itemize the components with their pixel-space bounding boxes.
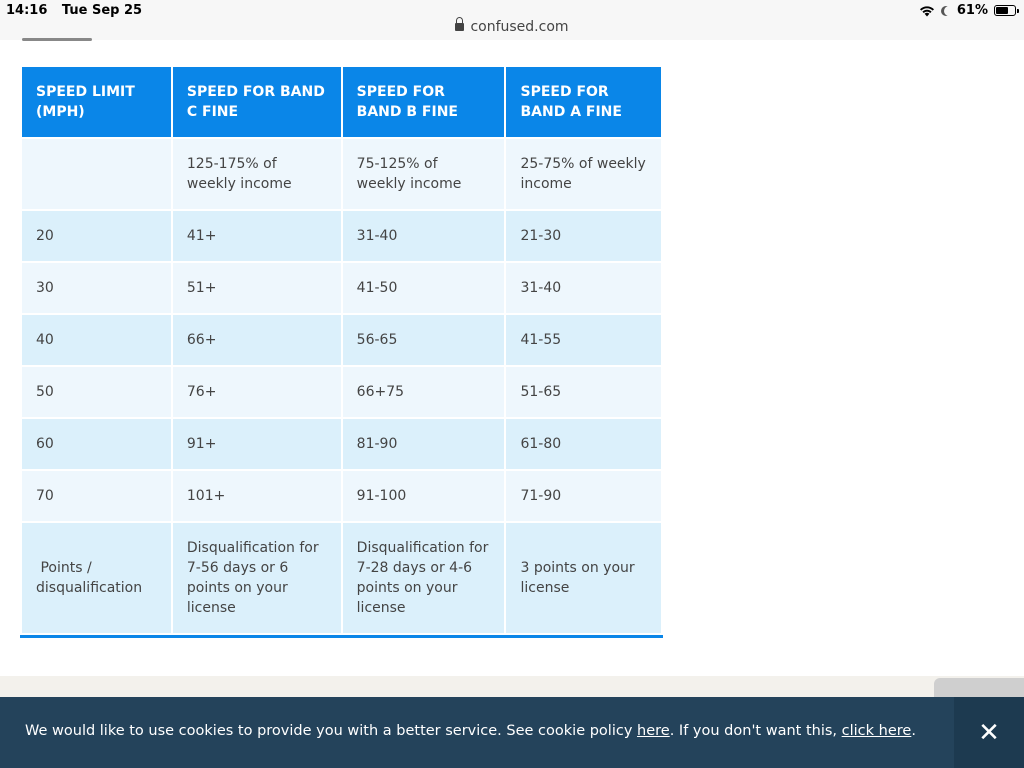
battery-percent: 61% [956, 3, 988, 18]
status-left: 14:16 Tue Sep 25 [6, 3, 152, 18]
table-header-row: SPEED LIMIT (MPH) SPEED FOR BAND C FINE … [22, 67, 661, 137]
table-cell: 56-65 [342, 315, 505, 365]
status-right: 61% [919, 3, 1019, 18]
table-cell: Points / disqualification [22, 523, 171, 633]
table-row: 60 91+ 81-90 61-80 [22, 419, 661, 469]
cookie-policy-link[interactable]: here [637, 723, 670, 739]
wifi-icon [919, 5, 934, 16]
speeding-fines-table-container: SPEED LIMIT (MPH) SPEED FOR BAND C FINE … [20, 65, 663, 638]
header-band-b: SPEED FOR BAND B FINE [342, 67, 505, 137]
table-cell: 75-125% of weekly income [342, 139, 505, 209]
header-speed-limit: SPEED LIMIT (MPH) [22, 67, 171, 137]
header-band-a: SPEED FOR BAND A FINE [506, 67, 661, 137]
table-cell: 101+ [172, 471, 341, 521]
table-cell: 50 [22, 367, 171, 417]
table-cell: 3 points on your license [506, 523, 661, 633]
table-cell: Disqualification for 7-56 days or 6 poin… [172, 523, 341, 633]
url-bar[interactable]: confused.com [0, 17, 1024, 35]
table-row: 70 101+ 91-100 71-90 [22, 471, 661, 521]
table-cell: 71-90 [506, 471, 661, 521]
table-cell: 40 [22, 315, 171, 365]
table-cell: 31-40 [342, 211, 505, 261]
cookie-message: We would like to use cookies to provide … [25, 723, 916, 739]
table-cell: 81-90 [342, 419, 505, 469]
table-cell: 31-40 [506, 263, 661, 313]
table-cell: 91+ [172, 419, 341, 469]
cookie-text-middle: . If you don't want this, [669, 723, 842, 739]
table-row-points: Points / disqualification Disqualificati… [22, 523, 661, 633]
table-cell: 25-75% of weekly income [506, 139, 661, 209]
table-row: 20 41+ 31-40 21-30 [22, 211, 661, 261]
status-time: 14:16 [6, 3, 48, 18]
table-cell: 125-175% of weekly income [172, 139, 341, 209]
url-text: confused.com [470, 19, 569, 35]
table-row: 50 76+ 66+75 51-65 [22, 367, 661, 417]
status-bar: 14:16 Tue Sep 25 61% confused.com [0, 0, 1024, 40]
moon-icon [944, 6, 954, 16]
table-cell: 30 [22, 263, 171, 313]
table-row-income: 125-175% of weekly income 75-125% of wee… [22, 139, 661, 209]
table-cell: 66+75 [342, 367, 505, 417]
table-cell: 21-30 [506, 211, 661, 261]
table-cell: 70 [22, 471, 171, 521]
table-cell: 66+ [172, 315, 341, 365]
battery-icon [994, 5, 1019, 16]
speeding-fines-table: SPEED LIMIT (MPH) SPEED FOR BAND C FINE … [20, 65, 663, 635]
table-cell: 61-80 [506, 419, 661, 469]
table-row: 40 66+ 56-65 41-55 [22, 315, 661, 365]
cookie-optout-link[interactable]: click here [841, 723, 912, 739]
header-band-c: SPEED FOR BAND C FINE [172, 67, 341, 137]
cut-off-text [22, 34, 142, 42]
table-cell: 41-55 [506, 315, 661, 365]
status-date: Tue Sep 25 [61, 3, 143, 18]
table-bottom-border [20, 635, 663, 638]
page-footer-strip [0, 676, 1024, 698]
table-cell: 41+ [172, 211, 341, 261]
table-row: 30 51+ 41-50 31-40 [22, 263, 661, 313]
table-cell: 51-65 [506, 367, 661, 417]
close-icon: ✕ [978, 717, 1000, 748]
table-cell [22, 139, 171, 209]
table-cell: 20 [22, 211, 171, 261]
close-cookie-banner-button[interactable]: ✕ [954, 697, 1024, 768]
table-cell: 91-100 [342, 471, 505, 521]
table-cell: 76+ [172, 367, 341, 417]
lock-icon [455, 17, 465, 31]
table-cell: Disqualification for 7-28 days or 4-6 po… [342, 523, 505, 633]
cookie-banner: We would like to use cookies to provide … [0, 697, 1024, 768]
table-cell: 41-50 [342, 263, 505, 313]
table-cell: 51+ [172, 263, 341, 313]
cookie-text-after: . [911, 723, 916, 739]
cookie-text-before: We would like to use cookies to provide … [25, 723, 638, 739]
table-cell: 60 [22, 419, 171, 469]
